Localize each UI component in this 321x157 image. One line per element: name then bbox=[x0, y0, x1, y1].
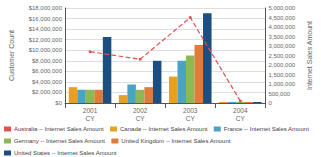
svg-text:4,000,000: 4,000,000 bbox=[268, 24, 295, 30]
svg-text:2003: 2003 bbox=[183, 107, 198, 114]
svg-text:1,500,000: 1,500,000 bbox=[268, 72, 295, 78]
svg-text:United States -- Internet Sale: United States -- Internet Sales Amount bbox=[14, 150, 117, 156]
svg-text:CY: CY bbox=[186, 115, 196, 122]
svg-text:$10,000,000: $10,000,000 bbox=[29, 47, 63, 53]
svg-text:$18,000,000: $18,000,000 bbox=[29, 5, 63, 11]
svg-text:$12,000,000: $12,000,000 bbox=[29, 37, 63, 43]
svg-text:0: 0 bbox=[268, 100, 272, 106]
svg-text:CY: CY bbox=[236, 115, 246, 122]
svg-text:France -- Internet Sales Amoun: France -- Internet Sales Amount bbox=[224, 126, 309, 132]
svg-text:4,500,000: 4,500,000 bbox=[268, 15, 295, 21]
svg-text:$8,000,000: $8,000,000 bbox=[32, 58, 63, 64]
svg-text:Internet Sales Amount: Internet Sales Amount bbox=[306, 21, 313, 90]
svg-text:2002: 2002 bbox=[133, 107, 148, 114]
svg-text:2,000,000: 2,000,000 bbox=[268, 62, 295, 68]
svg-text:Australia -- Internet Sales Am: Australia -- Internet Sales Amount bbox=[14, 126, 104, 132]
svg-text:Germany -- Internet Sales Amou: Germany -- Internet Sales Amount bbox=[14, 138, 105, 144]
svg-text:$14,000,000: $14,000,000 bbox=[29, 26, 63, 32]
svg-text:2004: 2004 bbox=[233, 107, 248, 114]
svg-text:2001: 2001 bbox=[83, 107, 98, 114]
svg-text:$6,000,000: $6,000,000 bbox=[32, 68, 63, 74]
svg-text:$16,000,000: $16,000,000 bbox=[29, 16, 63, 22]
svg-text:5,000,000: 5,000,000 bbox=[268, 5, 295, 11]
svg-text:United Kingdom -- Internet Sal: United Kingdom -- Internet Sales Amount bbox=[121, 138, 230, 144]
svg-text:2,500,000: 2,500,000 bbox=[268, 53, 295, 59]
svg-text:CY: CY bbox=[86, 115, 96, 122]
svg-text:3,000,000: 3,000,000 bbox=[268, 43, 295, 49]
svg-text:1,000,000: 1,000,000 bbox=[268, 81, 295, 87]
svg-text:Customer Count: Customer Count bbox=[8, 30, 15, 81]
svg-text:CY: CY bbox=[136, 115, 146, 122]
svg-text:$2,000,000: $2,000,000 bbox=[32, 89, 63, 95]
svg-text:3,500,000: 3,500,000 bbox=[268, 34, 295, 40]
svg-text:Canada -- Internet Sales Amoun: Canada -- Internet Sales Amount bbox=[120, 126, 208, 132]
svg-text:500,000: 500,000 bbox=[268, 91, 290, 97]
svg-text:$4,000,000: $4,000,000 bbox=[32, 79, 63, 85]
svg-text:$0: $0 bbox=[55, 100, 62, 106]
